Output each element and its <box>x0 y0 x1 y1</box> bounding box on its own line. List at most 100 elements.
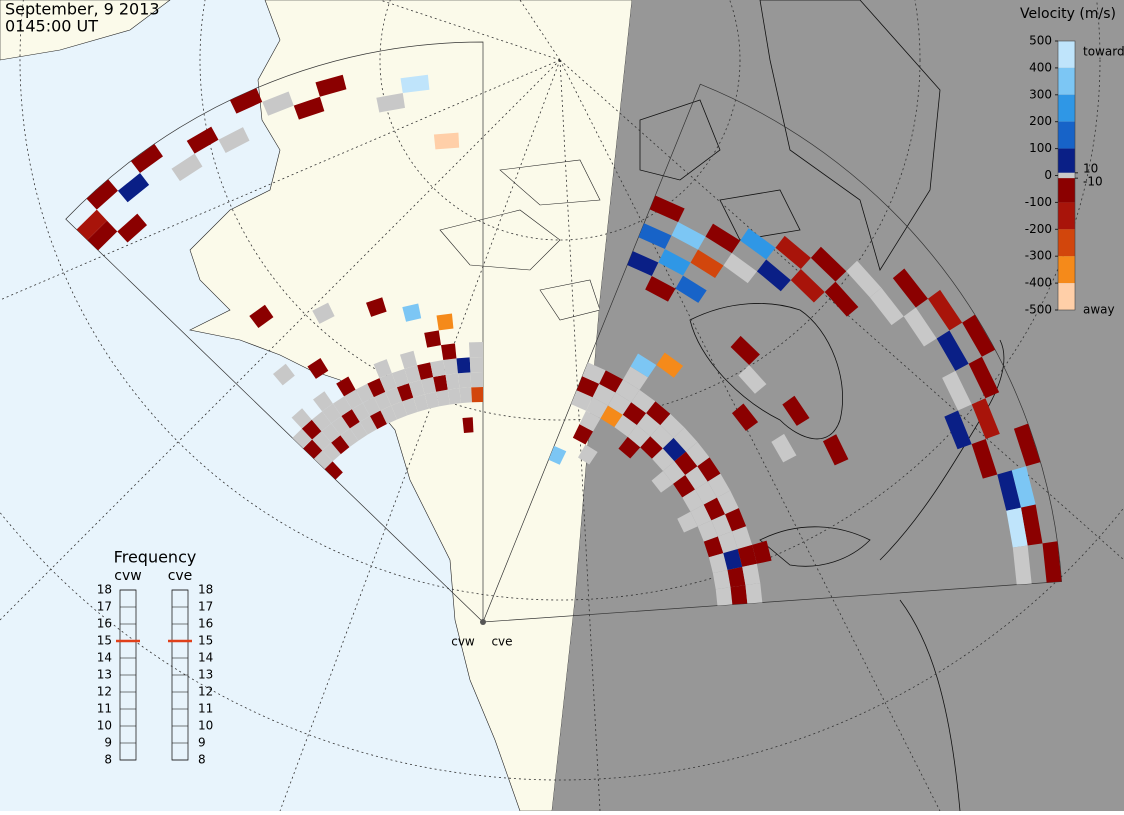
velocity-cell <box>682 489 704 512</box>
velocity-cell <box>645 275 676 302</box>
velocity-cell <box>649 195 685 223</box>
colorbar-tick-label: 500 <box>1029 34 1052 48</box>
velocity-cell <box>674 451 698 476</box>
colorbar-segment <box>1058 121 1075 149</box>
velocity-cell <box>355 383 374 403</box>
frequency-tick-label: 10 <box>198 719 213 733</box>
velocity-cell <box>1020 504 1043 546</box>
coastline <box>759 526 871 567</box>
velocity-cell <box>782 395 810 426</box>
velocity-cell <box>627 424 651 448</box>
velocity-cell <box>927 289 963 331</box>
fan-outline <box>65 41 484 623</box>
velocity-cell <box>650 425 674 449</box>
velocity-cell <box>311 411 332 432</box>
velocity-cell <box>367 378 386 398</box>
velocity-cell <box>623 366 648 390</box>
latitude-circle <box>19 0 1101 601</box>
frequency-tick-label: 15 <box>97 634 112 648</box>
colorbar-segment <box>1058 41 1075 68</box>
velocity-cell <box>420 377 437 395</box>
velocity-cell <box>663 461 686 484</box>
velocity-cell <box>677 511 698 533</box>
velocity-cell <box>727 566 746 588</box>
colorbar-segment <box>1058 202 1075 230</box>
colorbar-tick-label: -500 <box>1025 303 1052 317</box>
frequency-tick-label: 12 <box>97 685 112 699</box>
velocity-cell <box>571 390 593 411</box>
velocity-cell <box>705 223 741 254</box>
velocity-cell <box>599 370 623 393</box>
velocity-cell <box>725 508 747 532</box>
velocity-cell <box>391 368 409 388</box>
velocity-cell <box>130 144 163 174</box>
velocity-cell <box>622 402 647 425</box>
velocity-cell <box>430 359 446 378</box>
radar-site <box>480 619 486 625</box>
velocity-cell <box>690 249 724 278</box>
velocity-cell <box>468 342 483 358</box>
velocity-cell <box>608 392 632 415</box>
velocity-cell <box>936 330 969 371</box>
velocity-cell <box>675 275 707 303</box>
velocity-cell <box>117 173 150 203</box>
colorbar-tick-label: 10 <box>1083 161 1098 175</box>
colorbar-tick-label: -100 <box>1025 195 1052 209</box>
velocity-cell <box>249 304 274 328</box>
velocity-cell <box>640 436 663 459</box>
velocity-cell <box>332 396 352 416</box>
velocity-cell <box>615 379 640 403</box>
velocity-cell <box>695 481 717 505</box>
frequency-tick-label: 13 <box>97 668 112 682</box>
velocity-cell <box>336 376 356 397</box>
velocity-cell <box>673 475 696 498</box>
velocity-cell <box>732 526 753 549</box>
velocity-cell <box>708 553 728 574</box>
velocity-cell <box>324 461 343 480</box>
velocity-cell <box>340 428 359 448</box>
velocity-cell <box>671 222 706 250</box>
frequency-tick-label: 14 <box>97 651 112 665</box>
velocity-cell <box>313 450 333 470</box>
velocity-cell <box>1011 466 1036 508</box>
velocity-cell <box>391 401 408 420</box>
velocity-cell <box>636 413 661 437</box>
velocity-cell <box>385 387 403 406</box>
velocity-cell <box>638 223 672 250</box>
frequency-title: Frequency <box>114 548 197 567</box>
radar-fans <box>65 41 1062 623</box>
velocity-cell <box>614 414 637 437</box>
velocity-cell <box>402 303 422 322</box>
velocity-cell <box>600 405 623 428</box>
velocity-cell <box>697 457 721 482</box>
frequency-tick-label: 18 <box>97 583 112 597</box>
velocity-cell <box>1012 545 1032 585</box>
velocity-cell <box>971 398 1000 440</box>
coastlines <box>639 0 1005 812</box>
colorbar-segment <box>1058 172 1075 176</box>
velocity-cell <box>351 402 370 422</box>
velocity-cell <box>186 126 219 154</box>
coastline <box>689 303 843 440</box>
frequency-tick-label: 13 <box>198 668 213 682</box>
velocity-cell <box>685 466 708 490</box>
velocity-cell <box>331 415 350 436</box>
colorbar-segment <box>1058 283 1075 310</box>
velocity-cell <box>171 153 203 182</box>
velocity-cell <box>312 302 335 324</box>
colorbar-tick-label: -200 <box>1025 222 1052 236</box>
velocity-cell <box>462 417 474 433</box>
velocity-cell <box>433 374 448 392</box>
velocity-cell <box>471 387 483 403</box>
velocity-cell <box>579 410 601 432</box>
colorbar-segment <box>1058 178 1075 203</box>
velocity-cell <box>942 370 972 411</box>
velocity-cell <box>903 307 937 347</box>
velocity-cell <box>869 287 904 326</box>
velocity-cell <box>686 442 710 467</box>
velocity-cell <box>369 410 387 430</box>
colorbar-tick-label: 400 <box>1029 60 1052 74</box>
colorbar-tick-label: -400 <box>1025 276 1052 290</box>
